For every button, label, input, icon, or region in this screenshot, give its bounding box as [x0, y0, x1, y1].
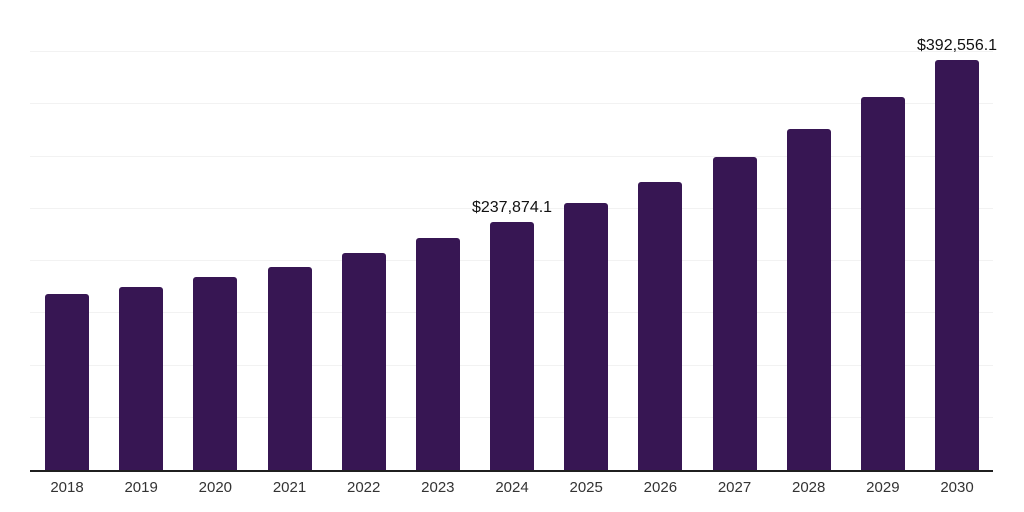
bar-2026 [638, 182, 683, 470]
data-label-2024: $237,874.1 [471, 198, 553, 216]
gridline [30, 51, 993, 53]
x-axis-label-2018: 2018 [50, 479, 84, 496]
bar-2021 [267, 266, 312, 470]
data-label-2030: $392,556.1 [916, 37, 998, 54]
x-axis-label-2024: 2024 [495, 479, 529, 496]
bar-2025 [564, 203, 609, 470]
bar-2023 [415, 238, 460, 470]
bar-2018 [45, 294, 89, 470]
x-axis-label-2025: 2025 [569, 479, 603, 496]
x-axis-label-2027: 2027 [717, 479, 752, 496]
bar-2029 [860, 97, 905, 470]
bar-2028 [786, 129, 831, 470]
x-axis-label-2028: 2028 [792, 479, 826, 496]
x-axis-label-2029: 2029 [866, 479, 900, 496]
bar-2024 [490, 221, 535, 470]
bar-2022 [341, 253, 386, 470]
x-axis-label-2026: 2026 [643, 479, 678, 496]
gridline [30, 207, 993, 209]
gridline [30, 103, 993, 105]
plot-area: $237,874.1 $392,556.1 [30, 0, 997, 472]
x-axis-label-2022: 2022 [346, 479, 381, 496]
bar-2030 [935, 60, 980, 470]
x-axis-label-2020: 2020 [198, 479, 233, 496]
x-axis-label-2021: 2021 [272, 479, 307, 496]
x-axis-label-2023: 2023 [421, 479, 455, 496]
bar-2020 [193, 277, 238, 470]
bar-2019 [119, 287, 164, 470]
gridline [30, 155, 993, 157]
x-axis-label-2030: 2030 [940, 479, 974, 496]
x-axis-label-2019: 2019 [124, 479, 158, 496]
bar-2027 [712, 156, 757, 470]
